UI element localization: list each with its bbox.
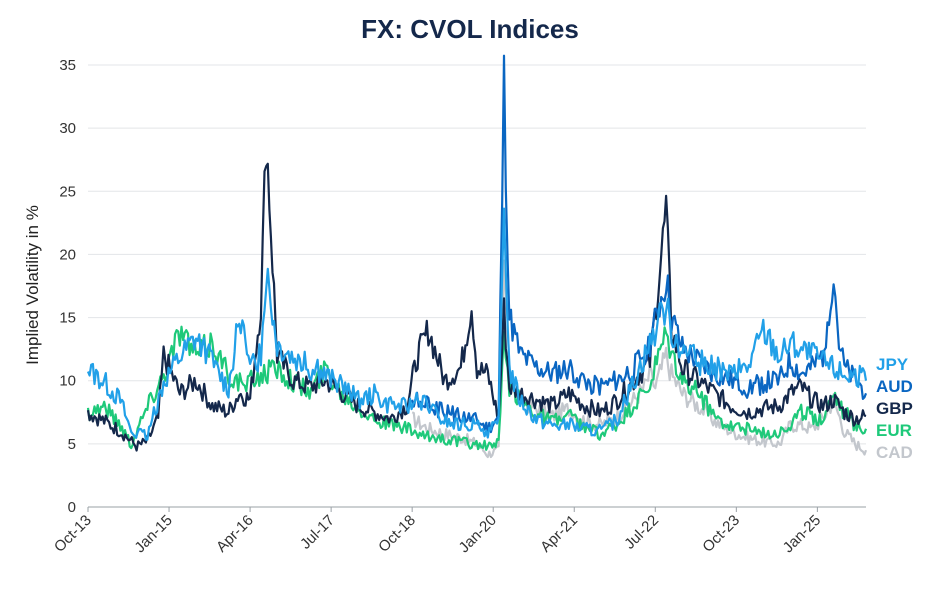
series-lines (86, 54, 868, 459)
legend-label-jpy: JPY (876, 355, 909, 374)
x-tick-label: Oct-13 (51, 512, 95, 556)
y-tick-label: 25 (59, 183, 76, 200)
y-tick-label: 5 (68, 436, 76, 453)
y-axis: 0 5 10 15 20 25 30 35 (59, 57, 76, 516)
legend: JPY AUD GBP EUR CAD (876, 355, 913, 462)
y-tick-label: 10 (59, 373, 76, 390)
x-tick-label: Jan-20 (456, 512, 500, 556)
series-line-jpy (86, 207, 868, 441)
x-tick-label: Oct-18 (375, 512, 419, 556)
x-tick-label: Apr-21 (537, 512, 581, 556)
y-tick-label: 35 (59, 57, 76, 74)
chart-title: FX: CVOL Indices (361, 14, 579, 44)
y-tick-label: 15 (59, 310, 76, 327)
series-line-gbp (86, 162, 867, 452)
y-tick-label: 0 (68, 499, 76, 516)
x-axis: Oct-13 Jan-15 Apr-16 Jul-17 Oct-18 Jan-20 Apr-… (51, 507, 824, 556)
legend-label-eur: EUR (876, 421, 912, 440)
legend-label-cad: CAD (876, 443, 913, 462)
series-line-eur (86, 325, 868, 451)
y-tick-label: 20 (59, 246, 76, 263)
legend-label-gbp: GBP (876, 399, 913, 418)
x-tick-label: Jul-22 (621, 512, 662, 553)
x-tick-label: Apr-16 (213, 512, 257, 556)
series-line-cad (411, 259, 868, 459)
x-tick-label: Jan-25 (780, 512, 824, 556)
legend-label-aud: AUD (876, 377, 913, 396)
x-tick-label: Jan-15 (131, 512, 175, 556)
y-axis-label: Implied Volatility in % (23, 205, 42, 365)
x-tick-label: Jul-17 (297, 512, 338, 553)
x-tick-label: Oct-23 (699, 512, 743, 556)
y-tick-label: 30 (59, 120, 76, 137)
